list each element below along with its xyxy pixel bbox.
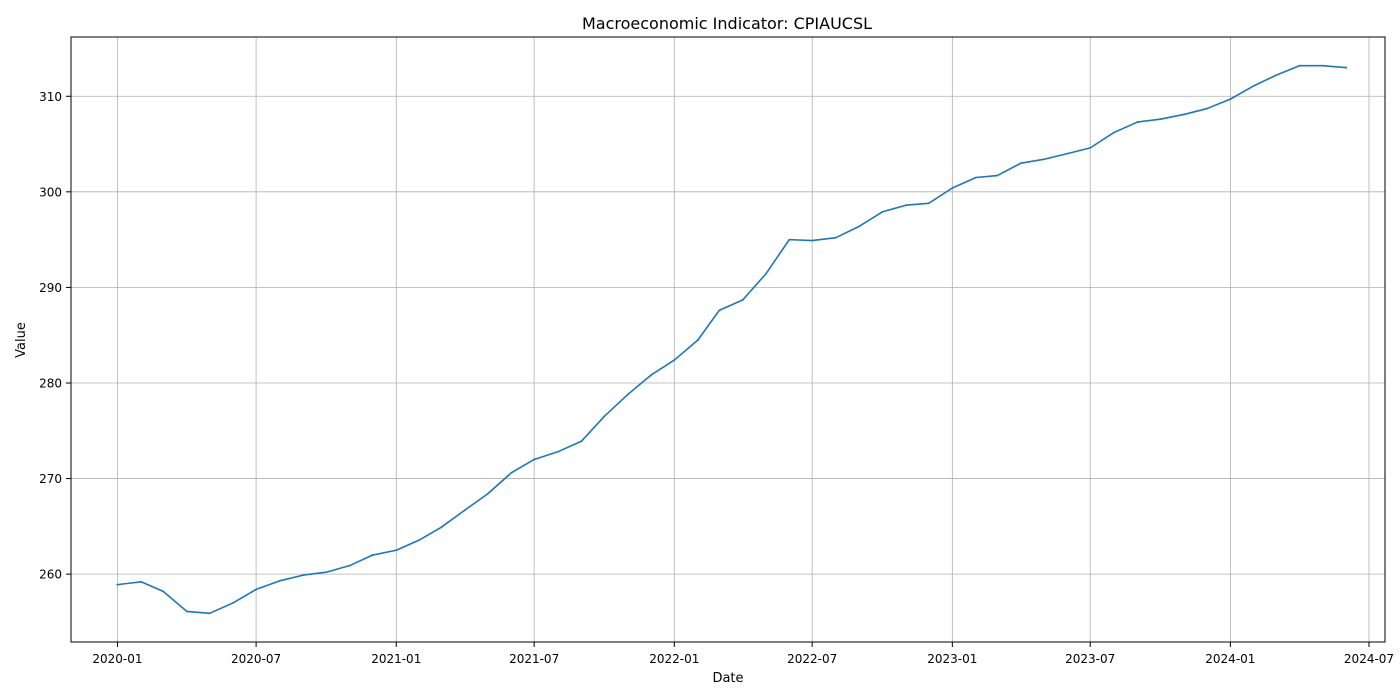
data-point xyxy=(1299,65,1301,67)
y-tick-label: 290 xyxy=(39,281,62,295)
x-axis-label: Date xyxy=(712,671,743,686)
x-tick-label: 2024-07 xyxy=(1344,652,1394,666)
data-point xyxy=(279,580,281,582)
data-point xyxy=(928,202,930,204)
data-point xyxy=(117,584,119,586)
data-point xyxy=(325,571,327,573)
data-point xyxy=(1066,153,1068,155)
data-point xyxy=(975,177,977,179)
data-point xyxy=(1113,132,1115,134)
data-point xyxy=(788,239,790,241)
data-point xyxy=(372,554,374,556)
y-tick-label: 310 xyxy=(39,90,62,104)
data-point xyxy=(718,309,720,311)
data-point xyxy=(557,451,559,453)
data-point xyxy=(1253,85,1255,87)
data-point xyxy=(859,225,861,227)
data-point xyxy=(140,581,142,583)
data-point xyxy=(627,394,629,396)
x-tick-label: 2023-07 xyxy=(1065,652,1115,666)
chart-title: Macroeconomic Indicator: CPIAUCSL xyxy=(582,14,872,33)
data-point xyxy=(1229,98,1231,100)
data-point xyxy=(580,440,582,442)
x-tick-label: 2022-07 xyxy=(787,652,837,666)
data-point xyxy=(905,204,907,206)
data-point xyxy=(255,589,257,591)
x-tick-label: 2023-01 xyxy=(927,652,977,666)
data-point xyxy=(742,299,744,301)
data-point xyxy=(811,240,813,242)
y-tick-label: 280 xyxy=(39,376,62,390)
data-point xyxy=(395,549,397,551)
y-axis-label: Value xyxy=(14,322,29,358)
data-point xyxy=(533,459,535,461)
x-tick-label: 2020-07 xyxy=(231,652,281,666)
data-point xyxy=(419,539,421,541)
data-point xyxy=(232,602,234,604)
data-point xyxy=(1020,162,1022,164)
data-point xyxy=(1322,65,1324,67)
data-point xyxy=(186,611,188,613)
data-point xyxy=(510,472,512,474)
data-point xyxy=(673,359,675,361)
y-tick-label: 270 xyxy=(39,472,62,486)
data-point xyxy=(440,526,442,528)
x-tick-label: 2021-07 xyxy=(509,652,559,666)
x-tick-label: 2024-01 xyxy=(1205,652,1255,666)
data-point xyxy=(464,509,466,511)
data-point xyxy=(1043,158,1045,160)
data-point xyxy=(1275,74,1277,76)
data-point xyxy=(835,237,837,239)
y-tick-label: 300 xyxy=(39,185,62,199)
data-point xyxy=(650,374,652,376)
data-point xyxy=(209,612,211,614)
x-tick-label: 2021-01 xyxy=(371,652,421,666)
data-point xyxy=(697,339,699,341)
data-point xyxy=(1159,118,1161,120)
data-point xyxy=(996,175,998,177)
y-tick-label: 260 xyxy=(39,568,62,582)
data-point xyxy=(1137,121,1139,123)
data-point xyxy=(1089,147,1091,149)
x-tick-label: 2022-01 xyxy=(649,652,699,666)
data-point xyxy=(302,574,304,576)
data-point xyxy=(881,211,883,213)
data-point xyxy=(349,565,351,567)
data-point xyxy=(487,493,489,495)
data-point xyxy=(1183,114,1185,116)
data-point xyxy=(1345,67,1347,69)
data-point xyxy=(162,590,164,592)
x-tick-label: 2020-01 xyxy=(92,652,142,666)
data-point xyxy=(765,273,767,275)
data-point xyxy=(951,187,953,189)
data-point xyxy=(603,416,605,418)
data-point xyxy=(1206,108,1208,110)
